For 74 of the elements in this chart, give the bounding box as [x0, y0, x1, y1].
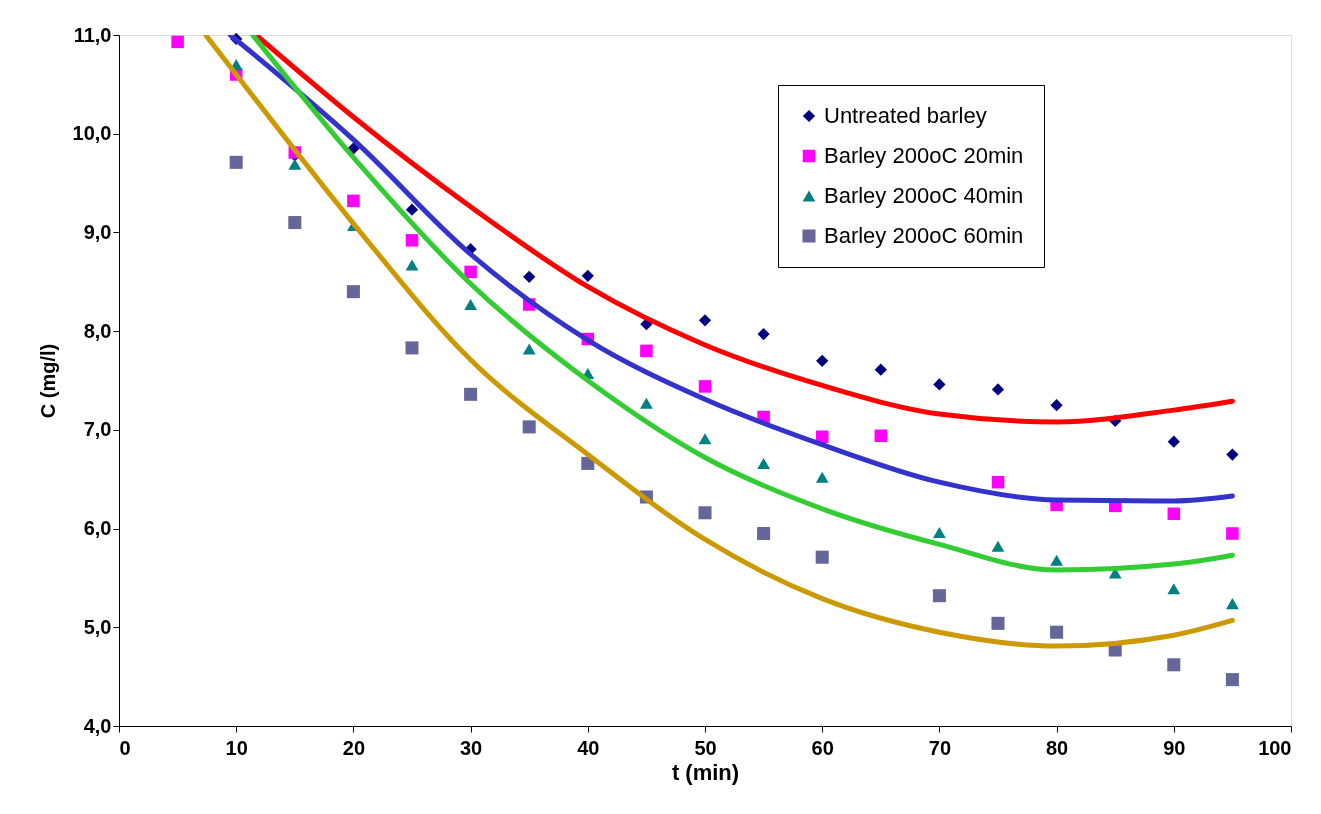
- x-tick-label: 60: [811, 736, 834, 759]
- y-tick-label: 10,0: [72, 122, 112, 145]
- point: [522, 343, 536, 355]
- point: [1225, 673, 1239, 687]
- point: [698, 433, 712, 445]
- y-tick-label: 9,0: [83, 220, 112, 243]
- point: [933, 526, 946, 539]
- point: [1167, 507, 1181, 521]
- point: [229, 155, 243, 169]
- point: [1050, 625, 1064, 639]
- point: [1226, 598, 1239, 610]
- y-tick-label: 7,0: [83, 418, 112, 441]
- point: [1226, 527, 1239, 540]
- legend-label: Barley 200oC 40min: [824, 183, 1024, 208]
- point: [405, 234, 419, 247]
- point: [464, 265, 477, 279]
- point: [640, 397, 653, 409]
- point: [1050, 554, 1063, 566]
- point: [464, 298, 477, 311]
- legend-label: Untreated barley: [824, 103, 987, 128]
- point: [698, 380, 712, 393]
- point: [464, 387, 478, 401]
- point: [757, 526, 771, 541]
- y-tick-label: 11,0: [73, 23, 112, 46]
- point: [991, 540, 1005, 552]
- point: [1050, 399, 1063, 412]
- point: [816, 354, 829, 367]
- point: [874, 363, 887, 376]
- x-tick-label: 50: [694, 736, 717, 759]
- point: [346, 285, 360, 299]
- point: [698, 506, 712, 520]
- y-tick-label: 8,0: [83, 319, 112, 342]
- point: [1167, 583, 1181, 595]
- point: [523, 270, 536, 283]
- point: [288, 216, 302, 230]
- point: [698, 314, 712, 327]
- y-tick-label: 4,0: [83, 714, 112, 737]
- point: [874, 429, 888, 443]
- point: [815, 550, 829, 564]
- point: [932, 589, 946, 603]
- point: [288, 158, 302, 170]
- point: [347, 194, 360, 208]
- point: [405, 203, 419, 216]
- x-tick-label: 0: [119, 736, 131, 759]
- y-tick-label: 5,0: [83, 615, 112, 638]
- point: [757, 327, 770, 341]
- point: [991, 383, 1005, 396]
- point: [405, 259, 419, 271]
- point: [1226, 448, 1239, 461]
- point: [933, 378, 946, 391]
- legend-label: Barley 200oC 20min: [824, 143, 1024, 168]
- x-tick-label: 90: [1163, 736, 1186, 759]
- point: [171, 35, 184, 49]
- x-tick-label: 100: [1258, 736, 1292, 759]
- legend-label: Barley 200oC 60min: [824, 223, 1024, 248]
- point: [405, 341, 419, 355]
- point: [991, 616, 1005, 630]
- point: [991, 475, 1005, 489]
- point: [640, 344, 653, 358]
- point: [757, 457, 770, 469]
- x-axis-title: t (min): [671, 759, 740, 785]
- point: [1167, 435, 1180, 448]
- y-tick-label: 6,0: [83, 517, 112, 540]
- point: [581, 269, 594, 282]
- x-tick-label: 70: [928, 736, 952, 759]
- point: [1167, 658, 1181, 672]
- point: [522, 420, 536, 434]
- x-tick-label: 20: [342, 736, 366, 759]
- y-axis-title: C (mg/l): [36, 343, 59, 419]
- x-tick-label: 40: [577, 736, 600, 759]
- x-tick-label: 30: [459, 736, 483, 759]
- x-tick-label: 80: [1045, 736, 1069, 759]
- point: [815, 471, 829, 483]
- x-tick-label: 10: [225, 736, 248, 759]
